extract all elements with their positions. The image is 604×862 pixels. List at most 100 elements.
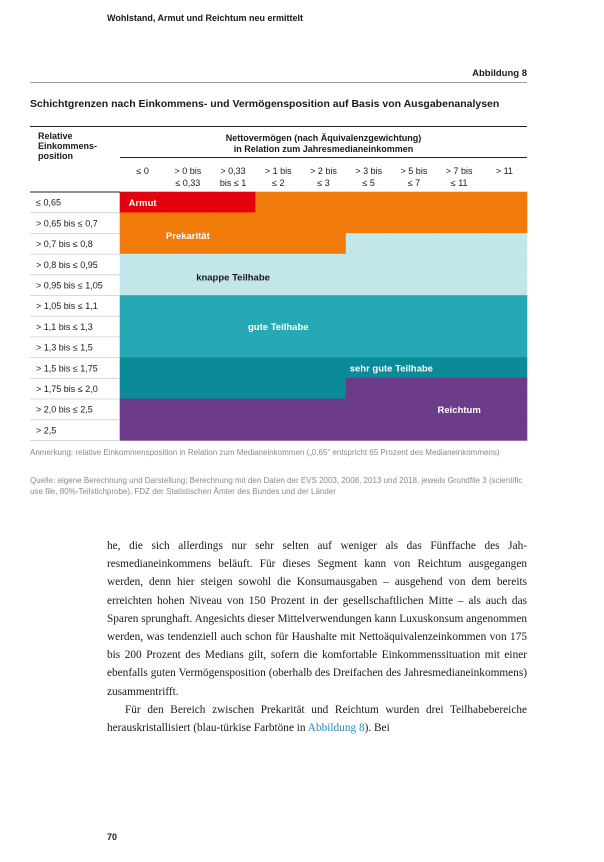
row-label-4: > 0,8 bis ≤ 0,95 (36, 260, 98, 270)
cell-r3-c7-knappe_teilhabe (391, 233, 437, 255)
column-label-6-line-2: ≤ 5 (362, 178, 374, 188)
cell-r11-c5-reichtum (300, 398, 347, 420)
cell-r10-c3-sehr_gute_teilhabe (210, 378, 256, 400)
body-paragraph-1: he, die sich allerdings nur sehr selten … (107, 540, 527, 698)
cell-r2-c7-prekaritaet (391, 212, 437, 234)
column-axis-title: Nettovermögen (nach Äquivalenzgewichtung… (120, 133, 527, 155)
cell-r11-c4-reichtum (255, 398, 302, 420)
cell-r2-c1-prekaritaet (119, 212, 166, 234)
column-label-7-line-2: ≤ 7 (408, 178, 420, 188)
cell-r1-c8-prekaritaet (436, 191, 483, 213)
cell-r9-c9-sehr_gute_teilhabe (481, 357, 528, 379)
body-paragraph-2-text: Für den Bereich zwischen Prekarität und … (107, 703, 527, 735)
column-label-5-line-2: ≤ 3 (317, 178, 329, 188)
figure-label: Abbildung 8 (472, 68, 527, 79)
column-label-4: > 1 bis (265, 166, 292, 176)
column-axis-title-line-1: Nettovermögen (nach Äquivalenzgewichtung… (225, 133, 422, 143)
cell-r7-c3-gute_teilhabe (210, 315, 256, 338)
title-rule (30, 126, 527, 127)
column-label-1: ≤ 0 (136, 166, 148, 176)
cell-r4-c9-knappe_teilhabe (481, 253, 528, 276)
row-labels: ≤ 0,65 > 0,65 bis ≤ 0,7 > 0,7 bis ≤ 0,8 > 0… (30, 191, 120, 441)
zone-label-armut: Armut (129, 198, 158, 209)
column-label-5: > 2 bis (310, 166, 337, 176)
cell-r7-c9-gute_teilhabe (481, 315, 528, 338)
zone-label-reichtum: Reichtum (438, 405, 481, 416)
cell-r10-c7-reichtum (391, 378, 437, 400)
cell-r5-c1-knappe_teilhabe (119, 274, 166, 296)
figure-title: Schichtgrenzen nach Einkommens- und Verm… (30, 98, 500, 110)
cell-r5-c2-knappe_teilhabe (164, 274, 211, 296)
cell-r6-c9-gute_teilhabe (481, 295, 528, 317)
cell-r8-c9-gute_teilhabe (481, 336, 528, 358)
income-wealth-strata-chart: ≤ 0 > 0 bis ≤ 0,33 > 0,33 bis ≤ 1 > 1 bis ≤ 2 >… (30, 166, 528, 441)
cell-r8-c2-gute_teilhabe (164, 336, 211, 358)
header-rule (30, 82, 527, 83)
cell-r8-c4-gute_teilhabe (255, 336, 302, 358)
cell-r8-c5-gute_teilhabe (300, 336, 347, 358)
cell-r3-c2-prekaritaet (164, 233, 211, 255)
cell-r9-c2-sehr_gute_teilhabe (164, 357, 211, 379)
cell-r12-c1-reichtum (119, 419, 166, 441)
cell-r5-c6-knappe_teilhabe (345, 274, 392, 296)
zone-label-gute_teilhabe: gute Teilhabe (248, 322, 309, 333)
cell-r2-c8-prekaritaet (436, 212, 483, 234)
column-label-2-line-2: ≤ 0,33 (175, 178, 200, 188)
cell-r9-c4-sehr_gute_teilhabe (255, 357, 302, 379)
column-label-7: > 5 bis (401, 166, 428, 176)
cell-r1-c7-prekaritaet (391, 191, 437, 213)
cell-r6-c4-gute_teilhabe (255, 295, 302, 317)
cell-r6-c5-gute_teilhabe (300, 295, 347, 317)
cell-r6-c7-gute_teilhabe (391, 295, 437, 317)
cell-r9-c7-sehr_gute_teilhabe (391, 357, 437, 379)
row-label-7: > 1,1 bis ≤ 1,3 (36, 322, 93, 332)
body-paragraph-2: Für den Bereich zwischen Prekarität und … (107, 701, 527, 737)
cell-r1-c6-prekaritaet (345, 191, 392, 213)
row-label-3: > 0,7 bis ≤ 0,8 (36, 239, 93, 249)
cell-r10-c8-reichtum (436, 378, 483, 400)
cell-r1-c4-prekaritaet (255, 191, 302, 213)
cell-r11-c6-reichtum (345, 398, 392, 420)
cell-r8-c6-gute_teilhabe (345, 336, 392, 358)
cell-r11-c1-reichtum (119, 398, 166, 420)
cell-r6-c8-gute_teilhabe (436, 295, 483, 317)
column-label-4-line-2: ≤ 2 (272, 178, 284, 188)
column-label-9: > 11 (496, 166, 513, 176)
cell-r6-c3-gute_teilhabe (210, 295, 256, 317)
cell-r7-c1-gute_teilhabe (119, 315, 166, 338)
figure-reference-link[interactable]: Abbildung 8 (307, 722, 365, 735)
cell-r11-c9-reichtum (481, 398, 528, 420)
column-label-3: > 0,33 (220, 166, 245, 176)
cell-r3-c6-knappe_teilhabe (345, 233, 392, 255)
cell-r7-c7-gute_teilhabe (391, 315, 437, 338)
running-header: Wohlstand, Armut und Reichtum neu ermitt… (107, 13, 304, 23)
cell-r12-c7-reichtum (391, 419, 437, 441)
cell-r3-c8-knappe_teilhabe (436, 233, 483, 255)
cell-r5-c5-knappe_teilhabe (300, 274, 347, 296)
cell-r4-c1-knappe_teilhabe (119, 253, 166, 276)
chart-cells (119, 191, 528, 441)
zone-label-sehr_gute_teilhabe: sehr gute Teilhabe (350, 363, 433, 374)
cell-r3-c3-prekaritaet (210, 233, 256, 255)
chart-annotation-note: Anmerkung: relative Einkommensposition i… (30, 448, 500, 457)
cell-r10-c1-sehr_gute_teilhabe (119, 378, 166, 400)
row-label-10: > 1,75 bis ≤ 2,0 (36, 384, 98, 394)
cell-r7-c6-gute_teilhabe (345, 315, 392, 338)
cell-r4-c5-knappe_teilhabe (300, 253, 347, 276)
column-label-2: > 0 bis (174, 166, 201, 176)
row-label-1: ≤ 0,65 (36, 198, 61, 208)
cell-r4-c4-knappe_teilhabe (255, 253, 302, 276)
cell-r11-c8-reichtum (436, 398, 483, 420)
column-label-6: > 3 bis (355, 166, 382, 176)
cell-r12-c5-reichtum (300, 419, 347, 441)
cell-r8-c1-gute_teilhabe (119, 336, 166, 358)
cell-r12-c2-reichtum (164, 419, 211, 441)
cell-r7-c8-gute_teilhabe (436, 315, 483, 338)
cell-r2-c2-prekaritaet (164, 212, 211, 234)
row-label-8: > 1,3 bis ≤ 1,5 (36, 343, 93, 353)
page-number: 70 (107, 832, 118, 842)
cell-r12-c3-reichtum (210, 419, 256, 441)
body-paragraph-2-end: ). Bei (364, 722, 390, 735)
cell-r5-c8-knappe_teilhabe (436, 274, 483, 296)
column-label-8: > 7 bis (446, 166, 473, 176)
